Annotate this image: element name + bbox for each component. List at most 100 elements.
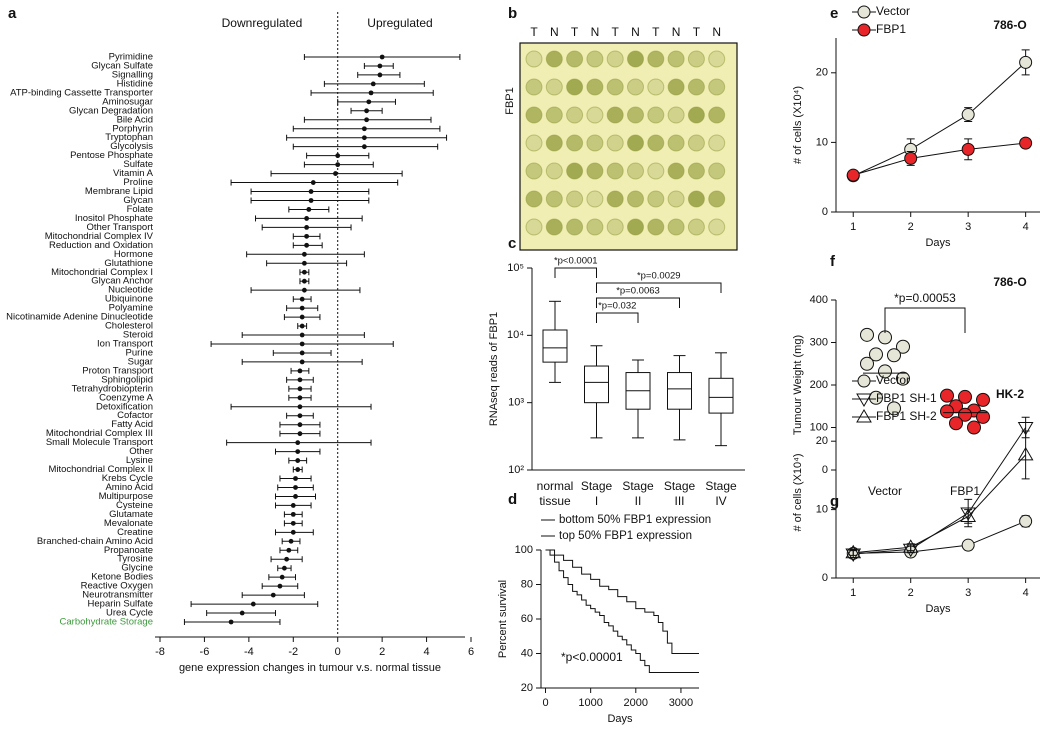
panel-letter: g [830, 493, 839, 510]
series-line [853, 142, 1026, 176]
y-tick-label: 400 [810, 294, 828, 306]
column-label: T [612, 25, 620, 39]
category-label: Proline [123, 177, 153, 188]
category-label: Pyrimidine [109, 52, 153, 63]
category-label: Mitochondrial Complex I [51, 267, 153, 278]
data-point [940, 404, 954, 419]
blot-spot [667, 190, 685, 208]
blot-spot [667, 134, 685, 152]
x-tick-label: I [595, 494, 598, 508]
estimate [301, 260, 307, 266]
x-tick-label: -6 [200, 646, 210, 658]
marker [960, 507, 977, 522]
category-label: Tryptophan [105, 132, 153, 143]
estimate [297, 395, 303, 401]
blot-spot [566, 190, 584, 208]
category-label: Fatty Acid [111, 419, 153, 430]
category-label: Nucleotide [108, 285, 153, 296]
data-point [860, 327, 874, 342]
estimate [304, 224, 310, 230]
legend-label: FBP1 [876, 22, 906, 36]
category-label: Signalling [112, 69, 153, 80]
x-tick-label: 3000 [669, 697, 693, 709]
y-tick-label: 100 [810, 421, 828, 433]
category-label: Carbohydrate Storage [60, 617, 153, 628]
x-axis-label: Days [925, 603, 951, 615]
x-tick-label: -4 [244, 646, 254, 658]
blot-spot [606, 134, 624, 152]
category-label: Hormone [114, 249, 153, 260]
y-tick-label: 20 [816, 67, 828, 79]
estimate [250, 601, 256, 607]
significance-label: *p<0.0001 [554, 256, 598, 267]
row-label: FBP1 [504, 87, 516, 115]
blot-spot [687, 78, 705, 96]
x-axis-label: Days [607, 713, 633, 725]
estimate [335, 153, 341, 159]
category-label: Glycan Sulfate [91, 60, 153, 71]
blot-spot [627, 218, 644, 236]
marker [1017, 422, 1034, 436]
y-axis-label: # of cells (X10⁴) [792, 86, 804, 164]
category-label: Branched-chain Amino Acid [37, 536, 153, 547]
category-label: Detoxification [96, 401, 153, 412]
series-line [853, 520, 1026, 554]
category-label: Reduction and Oxidation [49, 240, 153, 251]
y-axis-label: Percent survival [497, 580, 509, 658]
panel-letter: d [508, 491, 517, 508]
y-tick-label: 200 [810, 379, 828, 391]
category-label: Glutamate [109, 509, 153, 520]
blot-spot [687, 134, 705, 152]
blot-spot [687, 218, 705, 236]
x-tick-label: 4 [424, 646, 430, 658]
blot-spot [545, 134, 563, 152]
blot-spot [586, 218, 604, 236]
category-label: Mitochondrial Complex II [48, 464, 153, 475]
series-line [853, 427, 1027, 555]
legend-marker [856, 393, 872, 407]
estimate [290, 529, 296, 535]
y-tick-label: 40 [521, 647, 533, 659]
data-point [869, 347, 883, 362]
y-tick-label: 0 [822, 206, 828, 218]
blot-spot [667, 218, 685, 236]
category-label: Cofactor [117, 410, 153, 421]
blot-spot [566, 106, 584, 124]
blot-spot [708, 218, 726, 236]
panel-letter: a [8, 5, 17, 22]
y-tick-label: 60 [521, 613, 533, 625]
x-tick-label: Stage [581, 479, 613, 493]
category-label: Glycan Anchor [91, 276, 153, 287]
chart-title: HK-2 [996, 387, 1024, 401]
legend-marker [857, 23, 871, 37]
blot-spot [525, 218, 543, 236]
estimate [335, 162, 341, 168]
estimate [286, 547, 292, 553]
blot-spot [586, 190, 604, 208]
category-label: Ion Transport [97, 338, 153, 349]
y-tick-label: 10 [816, 504, 828, 516]
category-label: Sugar [128, 356, 153, 367]
x-tick-label: 2 [908, 587, 914, 599]
estimate [297, 368, 303, 374]
estimate [301, 269, 307, 275]
category-label: Aminosugar [102, 96, 153, 107]
blot-spot [647, 106, 665, 124]
category-label: Krebs Cycle [102, 473, 153, 484]
legend-label: Vector [876, 4, 910, 18]
y-axis-label: RNAseq reads of FBP1 [488, 312, 500, 426]
significance-bracket [596, 312, 639, 323]
y-tick-label: 10⁵ [507, 262, 524, 274]
category-label: Tyrosine [117, 554, 153, 565]
significance-bracket [554, 267, 597, 278]
blot-spot [545, 190, 563, 208]
column-label: N [631, 25, 640, 39]
data-point [887, 348, 901, 363]
box [667, 372, 692, 410]
estimate [290, 503, 296, 508]
x-tick-label: Stage [622, 479, 654, 493]
marker [1017, 446, 1034, 461]
marker [902, 539, 919, 553]
category-label: Histidine [117, 78, 153, 89]
significance-label: *p=0.0063 [616, 286, 660, 297]
